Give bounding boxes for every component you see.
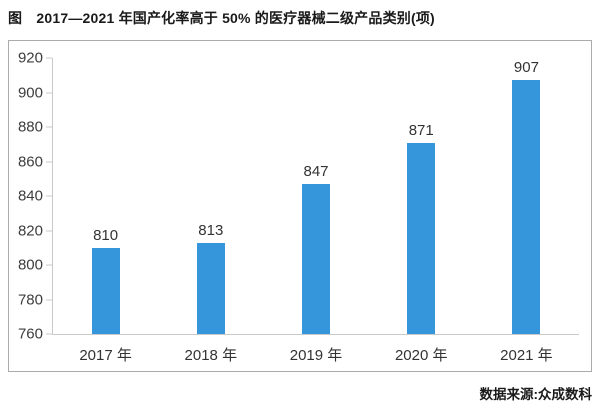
bar xyxy=(407,142,436,334)
y-axis-tick-label: 840 xyxy=(17,187,43,205)
y-axis-tick-mark xyxy=(46,57,52,59)
y-axis-tick: 780 xyxy=(9,292,52,307)
bar-value-label: 847 xyxy=(303,162,329,180)
y-axis-tick-label: 880 xyxy=(17,118,43,136)
bar-slot: 907 xyxy=(474,58,579,334)
y-axis-tick-mark xyxy=(46,264,52,266)
x-axis-label: 2021 年 xyxy=(500,347,553,364)
y-axis-tick-mark xyxy=(46,161,52,162)
x-axis-label: 2018 年 xyxy=(184,347,238,364)
x-axis-line xyxy=(52,334,579,335)
y-axis-tick: 900 xyxy=(9,85,52,100)
chart-frame: 920 900 880 860 840 820 800 780 760 810 813 847 871… xyxy=(8,40,592,372)
x-axis-labels: 2017 年 2018 年 2019 年 2020 年 2021 年 xyxy=(53,344,579,365)
bar xyxy=(196,242,225,334)
bar-slot: 810 xyxy=(53,58,158,334)
y-axis-tick-label: 780 xyxy=(17,291,43,308)
bar-value-label: 813 xyxy=(198,221,224,239)
y-axis-tick-mark xyxy=(46,299,52,300)
bar-value-label: 810 xyxy=(93,226,119,244)
chart-title: 图 2017—2021 年国产化率高于 50% 的医疗器械二级产品类别(项) xyxy=(8,10,435,26)
bar xyxy=(91,247,120,334)
y-axis-tick-label: 800 xyxy=(17,256,43,274)
y-axis-tick-label: 760 xyxy=(17,325,43,343)
y-axis-tick-label: 920 xyxy=(17,49,43,67)
bar xyxy=(302,183,330,334)
y-axis-tick: 800 xyxy=(9,258,52,273)
y-axis-tick-mark xyxy=(46,230,52,231)
y-axis-tick: 820 xyxy=(9,223,52,238)
y-axis-tick: 840 xyxy=(9,189,52,204)
bar-value-label: 871 xyxy=(408,121,434,139)
bar-slot: 813 xyxy=(158,58,263,334)
bar xyxy=(512,80,541,334)
y-axis-tick: 920 xyxy=(9,51,52,66)
source-label: 数据来源:众成数科 xyxy=(479,387,593,402)
x-axis-label: 2017 年 xyxy=(79,347,132,364)
y-axis-tick-mark xyxy=(46,195,52,197)
y-axis-line xyxy=(52,58,53,335)
y-axis-tick-mark xyxy=(46,92,52,93)
y-axis-tick-mark xyxy=(46,333,52,335)
bar-slot: 847 xyxy=(263,58,368,334)
y-axis-tick-label: 820 xyxy=(17,222,43,239)
plot-area: 810 813 847 871 907 xyxy=(53,58,579,334)
y-axis-tick: 880 xyxy=(9,120,52,135)
y-axis-tick: 760 xyxy=(9,327,52,342)
y-axis-tick-mark xyxy=(46,126,52,128)
y-axis-tick-label: 860 xyxy=(17,153,43,170)
bar-slot: 871 xyxy=(369,58,474,334)
bar-value-label: 907 xyxy=(513,59,539,77)
x-axis-label: 2019 年 xyxy=(289,347,343,364)
x-axis-label: 2020 年 xyxy=(394,347,448,364)
y-axis-tick-label: 900 xyxy=(17,84,43,101)
y-axis-tick: 860 xyxy=(9,154,52,169)
